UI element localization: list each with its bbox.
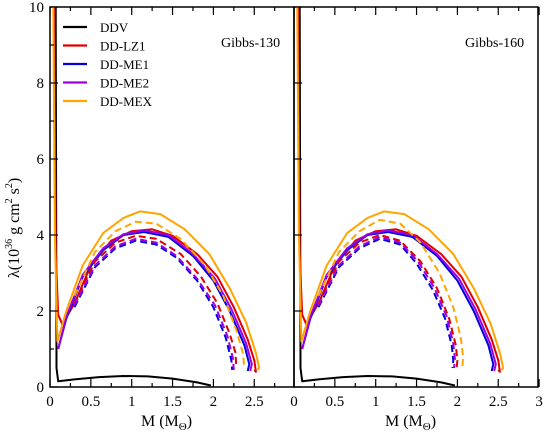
series-line-left-dashed-7-7 — [73, 237, 235, 370]
series-line-left-ddv-0 — [54, 7, 212, 387]
axis-ticks: 0 2 4 6 8 10 0 0.5 1 1.5 2 2.5 0 0.5 1 1.5 2 2.5 3 — [29, 0, 543, 410]
series-line-right-dd-me1-2 — [301, 231, 495, 372]
y-tick-label-3: 6 — [37, 152, 45, 168]
series-line-left-dashed-5-5 — [73, 234, 238, 369]
legend-label-1: DD-LZ1 — [100, 39, 146, 54]
plot-area-left — [52, 7, 261, 387]
panel-label-left: Gibbs-130 — [221, 36, 280, 51]
x-tick-label-left-2: 1 — [128, 394, 136, 410]
y-tick-label-2: 4 — [37, 228, 45, 244]
series-line-left-dashed-8-8 — [73, 220, 246, 369]
x-axis-label-left: M (MΘ) — [141, 413, 192, 433]
series-line-right-dd-me2-3 — [301, 229, 497, 372]
series-line-right-dd-lz1-1 — [297, 7, 501, 373]
x-axis-label-left-sub: Θ — [179, 421, 187, 433]
legend: DDV DD-LZ1 DD-ME1 DD-ME2 DD-MEX — [63, 20, 153, 109]
series-line-left-dd-me2-3 — [57, 229, 253, 372]
legend-label-3: DD-ME2 — [100, 76, 149, 91]
x-tick-label-right-2: 1 — [372, 394, 380, 410]
legend-label-0: DDV — [100, 20, 129, 35]
x-axis-label-right: M (MΘ) — [385, 413, 436, 433]
x-tick-label-right-0: 0 — [290, 394, 298, 410]
x-tick-label-right-5: 2.5 — [489, 394, 508, 410]
panel-label-right: Gibbs-160 — [465, 36, 524, 51]
series-line-right-ddv-0 — [298, 7, 456, 387]
legend-label-2: DD-ME1 — [100, 57, 149, 72]
x-tick-label-left-4: 2 — [210, 394, 218, 410]
x-tick-label-left-1: 0.5 — [81, 394, 100, 410]
x-tick-label-right-3: 1.5 — [407, 394, 426, 410]
x-tick-label-left-0: 0 — [46, 394, 54, 410]
x-tick-label-left-3: 1.5 — [163, 394, 182, 410]
series-line-right-dashed-5-5 — [317, 234, 459, 369]
x-tick-label-right-6: 3 — [535, 394, 543, 410]
x-tick-label-right-4: 2 — [454, 394, 462, 410]
series-line-left-dd-me1-2 — [57, 231, 251, 372]
x-tick-label-right-1: 0.5 — [325, 394, 344, 410]
y-tick-label-4: 8 — [37, 76, 45, 92]
x-tick-label-left-5: 2.5 — [245, 394, 264, 410]
series-line-right-dd-mex-4 — [296, 7, 505, 371]
series-line-left-dd-mex-4 — [52, 7, 261, 371]
y-tick-label-0: 0 — [37, 380, 45, 396]
y-tick-label-1: 2 — [37, 304, 45, 320]
y-tick-label-5: 10 — [29, 0, 44, 16]
series-line-right-dashed-7-7 — [317, 235, 456, 369]
series-line-left-dashed-6-6 — [73, 239, 234, 370]
series-line-right-dashed-8-8 — [317, 218, 465, 369]
panel-frame-right — [293, 6, 539, 388]
legend-label-4: DD-MEX — [100, 94, 153, 109]
series-line-left-dd-lz1-1 — [53, 7, 257, 373]
plot-area-right — [296, 7, 505, 387]
x-axis-label-right-sub: Θ — [423, 421, 431, 433]
series-line-right-dashed-6-6 — [317, 237, 455, 369]
y-axis-label: λ(1036 g cm2 s2) — [4, 178, 23, 278]
